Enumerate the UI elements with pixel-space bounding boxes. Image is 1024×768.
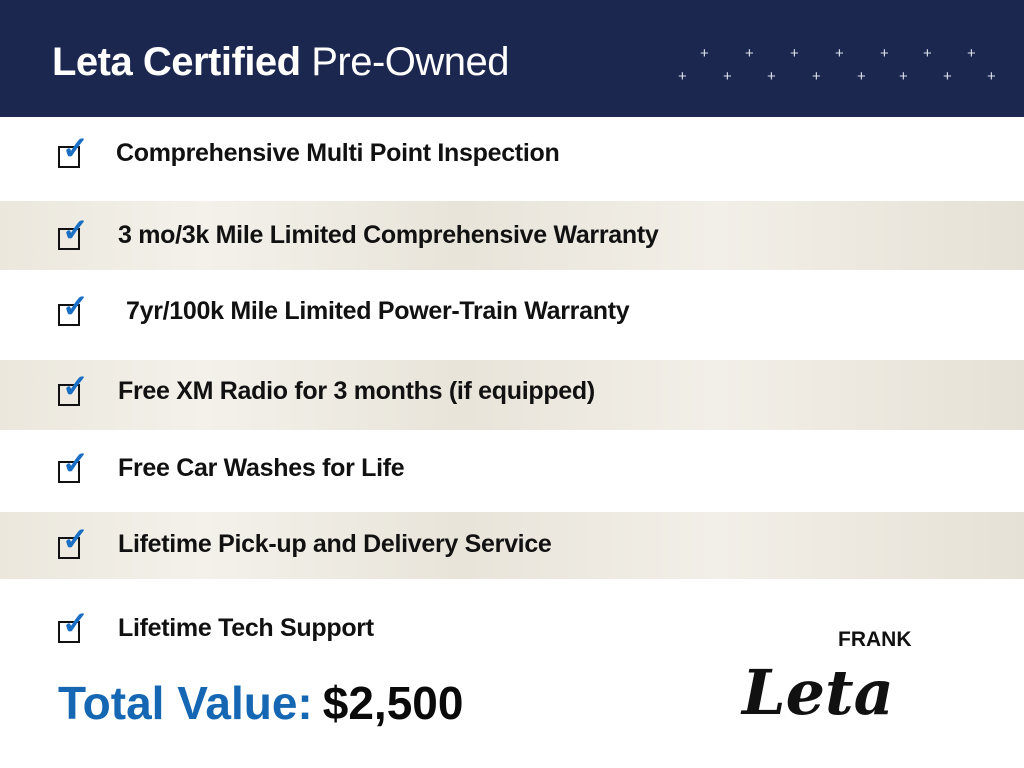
total-value: Total Value: $2,500 xyxy=(58,676,463,730)
benefit-item: ✓ Lifetime Tech Support xyxy=(58,607,374,643)
check-mark-icon: ✓ xyxy=(62,130,89,166)
texture-stripe xyxy=(0,512,1024,579)
plus-decoration-icon: + xyxy=(857,68,866,85)
title-light: Pre-Owned xyxy=(311,40,510,84)
plus-decoration-icon: + xyxy=(899,68,908,85)
checkbox-checked-icon: ✓ xyxy=(58,214,89,250)
check-mark-icon: ✓ xyxy=(62,605,89,641)
benefit-item: ✓ Lifetime Pick-up and Delivery Service xyxy=(58,523,552,559)
benefit-label: 7yr/100k Mile Limited Power-Train Warran… xyxy=(126,296,630,325)
page-title: Leta Certified Pre-Owned xyxy=(52,40,510,85)
check-mark-icon: ✓ xyxy=(62,212,89,248)
total-amount: $2,500 xyxy=(322,677,464,729)
benefit-label: Lifetime Pick-up and Delivery Service xyxy=(118,529,552,558)
plus-decoration-icon: + xyxy=(700,45,709,62)
plus-decoration-icon: + xyxy=(943,68,952,85)
logo-leta-script: Leta xyxy=(742,656,894,729)
benefit-item: ✓ Free XM Radio for 3 months (if equipped… xyxy=(58,370,595,406)
plus-decoration-icon: + xyxy=(987,68,996,85)
header-banner: Leta Certified Pre-Owned + + + + + + + + + + + + + + + xyxy=(0,0,1024,117)
checkbox-checked-icon: ✓ xyxy=(58,523,89,559)
plus-decoration-icon: + xyxy=(835,45,844,62)
check-mark-icon: ✓ xyxy=(62,368,89,404)
plus-decoration-icon: + xyxy=(812,68,821,85)
benefit-item: ✓ 7yr/100k Mile Limited Power-Train Warra… xyxy=(58,290,630,326)
plus-decoration-icon: + xyxy=(723,68,732,85)
plus-decoration-icon: + xyxy=(790,45,799,62)
benefit-label: Comprehensive Multi Point Inspection xyxy=(116,138,560,167)
check-mark-icon: ✓ xyxy=(62,521,89,557)
checkbox-checked-icon: ✓ xyxy=(58,447,89,483)
logo-frank-text: FRANK xyxy=(838,628,912,651)
plus-decoration-icon: + xyxy=(678,68,687,85)
benefit-item: ✓ Comprehensive Multi Point Inspection xyxy=(58,132,560,168)
plus-decoration-icon: + xyxy=(767,68,776,85)
benefit-label: Free Car Washes for Life xyxy=(118,453,405,482)
checkbox-checked-icon: ✓ xyxy=(58,290,89,326)
plus-decoration-icon: + xyxy=(967,45,976,62)
plus-decoration-icon: + xyxy=(923,45,932,62)
checkbox-checked-icon: ✓ xyxy=(58,607,89,643)
frank-leta-logo: FRANK Leta xyxy=(738,628,948,738)
benefit-label: Free XM Radio for 3 months (if equipped) xyxy=(118,376,595,405)
texture-stripe xyxy=(0,201,1024,270)
checkbox-checked-icon: ✓ xyxy=(58,132,89,168)
texture-stripe xyxy=(0,360,1024,430)
total-label: Total Value: xyxy=(58,677,313,729)
benefit-item: ✓ Free Car Washes for Life xyxy=(58,447,405,483)
checkbox-checked-icon: ✓ xyxy=(58,370,89,406)
benefit-label: 3 mo/3k Mile Limited Comprehensive Warra… xyxy=(118,220,659,249)
plus-decoration-icon: + xyxy=(745,45,754,62)
plus-decoration-icon: + xyxy=(880,45,889,62)
benefit-label: Lifetime Tech Support xyxy=(118,613,374,642)
benefit-item: ✓ 3 mo/3k Mile Limited Comprehensive Warr… xyxy=(58,214,659,250)
check-mark-icon: ✓ xyxy=(62,288,89,324)
title-bold: Leta Certified xyxy=(52,40,301,84)
check-mark-icon: ✓ xyxy=(62,445,89,481)
